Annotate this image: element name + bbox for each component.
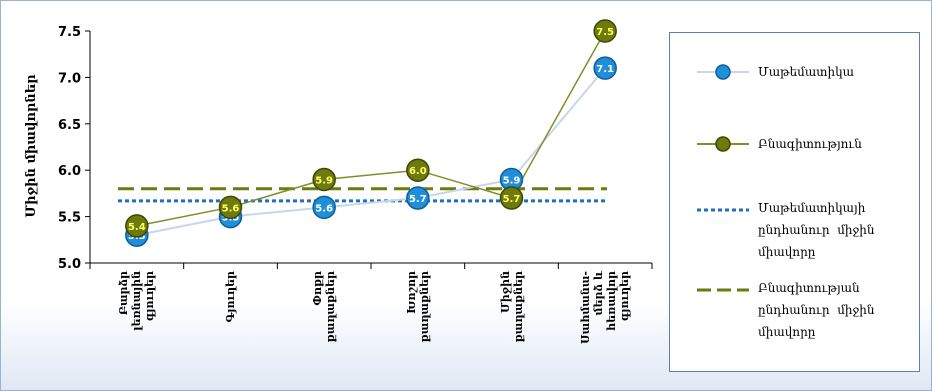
math-series-swatch [697,64,749,80]
science-series-line [136,30,606,227]
legend-label-science: Բնագիտություն [758,137,862,151]
science-data-label: 6.0 [409,166,427,177]
science-point [593,19,617,43]
science-average-swatch [697,288,749,292]
math-data-label: 5.6 [315,203,333,214]
math-data-label: 5.7 [409,194,427,205]
science-point [312,167,336,192]
math-point [312,195,336,220]
science-series-swatch [697,136,749,152]
science-data-label: 5.7 [503,194,521,205]
science-data-label: 7.5 [596,27,614,38]
science-data-label: 5.9 [315,175,333,186]
legend: Մաթեմատիկա Բնագիտություն Մաթեմատիկայի ըն… [669,32,920,372]
x-tick-label: Փոքր քաղաքներ [311,271,338,343]
x-tick-label: Բարձր լեռնային գյուղեր [117,271,157,331]
y-tick-label: 7.0 [58,71,81,86]
y-tick-label: 5.5 [58,211,81,226]
y-tick-label: 5.0 [58,257,81,272]
math-point [406,186,430,210]
math-data-label: 7.1 [596,64,614,75]
science-data-label: 5.4 [128,222,146,233]
math-point [593,56,617,80]
legend-label-math: Մաթեմատիկա [758,65,854,79]
math-data-label: 5.9 [503,175,521,186]
science-point [499,186,524,210]
legend-label-science-average: Բնագիտության ընդհանուր միջին միավորը [758,281,875,339]
science-point [406,158,430,182]
science-data-label: 5.6 [222,203,240,214]
science-point [218,195,243,220]
x-tick-label: Սահմանա- մերձ և հեռավոր գյուղեր [579,271,632,344]
math-series-line [136,67,606,237]
math-average-swatch [697,208,749,212]
x-tick-label: Խոշոր քաղաքներ [404,271,431,343]
science-point [125,214,149,238]
y-tick-label: 6.0 [58,164,81,179]
legend-label-math-average: Մաթեմատիկայի ընդհանուր միջին միավորը [758,201,875,259]
y-tick-label: 7.5 [58,25,81,40]
x-tick-label: Միջին քաղաքներ [498,271,525,343]
y-tick-label: 6.5 [58,118,81,133]
y-axis-label: Միջին միավորներ [24,74,39,218]
x-tick-label: Գյուղեր [224,271,237,323]
